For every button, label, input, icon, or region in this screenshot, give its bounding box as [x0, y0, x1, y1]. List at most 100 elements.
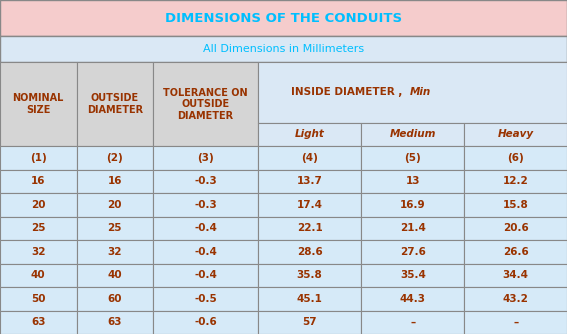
- Bar: [258, 146, 361, 170]
- Text: OUTSIDE
DIAMETER: OUTSIDE DIAMETER: [87, 93, 143, 115]
- Text: NOMINAL
SIZE: NOMINAL SIZE: [12, 93, 64, 115]
- Bar: [258, 287, 361, 311]
- Bar: [153, 193, 258, 216]
- Bar: [77, 264, 153, 287]
- Text: -0.6: -0.6: [194, 317, 217, 327]
- Bar: [0, 146, 77, 170]
- Bar: [153, 146, 258, 170]
- Text: –: –: [513, 317, 518, 327]
- Bar: [0, 287, 77, 311]
- Text: 16.9: 16.9: [400, 200, 426, 210]
- Text: (1): (1): [30, 153, 46, 163]
- Bar: [464, 123, 567, 146]
- Bar: [464, 216, 567, 240]
- Bar: [464, 240, 567, 264]
- Text: 25: 25: [31, 223, 45, 233]
- Text: 28.6: 28.6: [297, 247, 323, 257]
- Bar: [258, 216, 361, 240]
- Bar: [0, 240, 77, 264]
- Bar: [153, 170, 258, 193]
- Text: –: –: [410, 317, 416, 327]
- Text: TOLERANCE ON
OUTSIDE
DIAMETER: TOLERANCE ON OUTSIDE DIAMETER: [163, 88, 248, 121]
- Bar: [77, 146, 153, 170]
- Text: 34.4: 34.4: [503, 270, 528, 280]
- Text: 12.2: 12.2: [503, 176, 528, 186]
- Bar: [77, 311, 153, 334]
- Bar: [0, 170, 77, 193]
- Text: 20: 20: [108, 200, 122, 210]
- Bar: [0, 0, 567, 36]
- Text: 21.4: 21.4: [400, 223, 426, 233]
- Bar: [0, 216, 77, 240]
- Text: Light: Light: [295, 129, 324, 139]
- Bar: [258, 311, 361, 334]
- Bar: [464, 264, 567, 287]
- Text: -0.4: -0.4: [194, 223, 217, 233]
- Text: 25: 25: [108, 223, 122, 233]
- Bar: [258, 170, 361, 193]
- Text: 22.1: 22.1: [297, 223, 323, 233]
- Bar: [77, 216, 153, 240]
- Text: 27.6: 27.6: [400, 247, 426, 257]
- Text: 63: 63: [108, 317, 122, 327]
- Bar: [258, 193, 361, 216]
- Text: -0.5: -0.5: [194, 294, 217, 304]
- Text: 60: 60: [108, 294, 122, 304]
- Text: -0.4: -0.4: [194, 247, 217, 257]
- Bar: [361, 193, 464, 216]
- Bar: [0, 193, 77, 216]
- Text: (3): (3): [197, 153, 214, 163]
- Bar: [361, 123, 464, 146]
- Bar: [77, 240, 153, 264]
- Bar: [77, 287, 153, 311]
- Bar: [153, 264, 258, 287]
- Bar: [153, 287, 258, 311]
- Text: 45.1: 45.1: [297, 294, 323, 304]
- Text: -0.3: -0.3: [194, 200, 217, 210]
- Text: 57: 57: [302, 317, 317, 327]
- Bar: [361, 170, 464, 193]
- Bar: [258, 240, 361, 264]
- Bar: [361, 240, 464, 264]
- Text: 63: 63: [31, 317, 45, 327]
- Bar: [77, 170, 153, 193]
- Text: 26.6: 26.6: [503, 247, 528, 257]
- Bar: [361, 216, 464, 240]
- Text: DIMENSIONS OF THE CONDUITS: DIMENSIONS OF THE CONDUITS: [165, 12, 402, 25]
- Bar: [0, 36, 567, 62]
- Bar: [153, 62, 258, 146]
- Text: 15.8: 15.8: [503, 200, 528, 210]
- Text: Min: Min: [409, 88, 431, 98]
- Text: 43.2: 43.2: [503, 294, 528, 304]
- Text: Medium: Medium: [390, 129, 436, 139]
- Text: 20: 20: [31, 200, 45, 210]
- Text: 13: 13: [405, 176, 420, 186]
- Text: All Dimensions in Millimeters: All Dimensions in Millimeters: [203, 44, 364, 54]
- Bar: [0, 264, 77, 287]
- Bar: [464, 170, 567, 193]
- Text: 32: 32: [108, 247, 122, 257]
- Bar: [77, 193, 153, 216]
- Bar: [0, 62, 77, 146]
- Text: 40: 40: [31, 270, 45, 280]
- Text: 16: 16: [108, 176, 122, 186]
- Text: -0.4: -0.4: [194, 270, 217, 280]
- Bar: [153, 240, 258, 264]
- Bar: [464, 311, 567, 334]
- Text: 35.4: 35.4: [400, 270, 426, 280]
- Text: (6): (6): [507, 153, 524, 163]
- Bar: [464, 193, 567, 216]
- Bar: [258, 123, 361, 146]
- Bar: [153, 216, 258, 240]
- Text: 16: 16: [31, 176, 45, 186]
- Text: 13.7: 13.7: [297, 176, 323, 186]
- Text: 40: 40: [108, 270, 122, 280]
- Text: INSIDE DIAMETER ,: INSIDE DIAMETER ,: [291, 88, 409, 98]
- Bar: [258, 264, 361, 287]
- Text: (5): (5): [404, 153, 421, 163]
- Text: 44.3: 44.3: [400, 294, 426, 304]
- Text: 17.4: 17.4: [297, 200, 323, 210]
- Text: 32: 32: [31, 247, 45, 257]
- Text: -0.3: -0.3: [194, 176, 217, 186]
- Bar: [361, 264, 464, 287]
